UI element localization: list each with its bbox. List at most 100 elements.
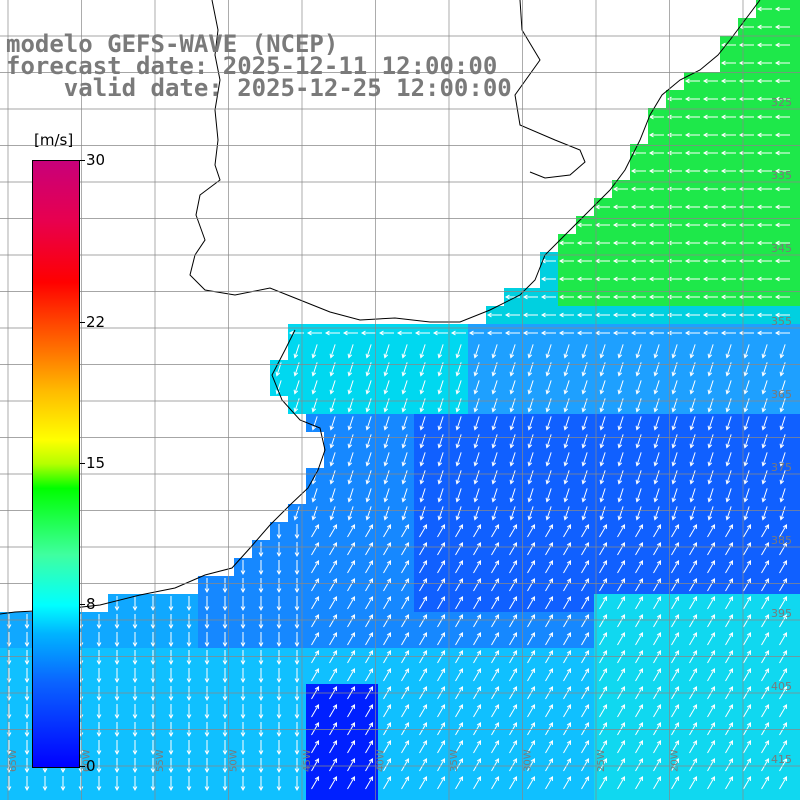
wind-arrow <box>329 614 337 628</box>
wind-arrow-head <box>653 371 659 377</box>
wind-arrow-head <box>440 722 446 727</box>
wind-arrow <box>779 524 787 538</box>
wind-arrow <box>726 398 732 412</box>
wind-arrow <box>473 560 481 574</box>
wind-arrow-head <box>774 114 780 120</box>
wind-arrow <box>347 722 355 736</box>
wind-arrow-head <box>329 479 335 485</box>
wind-arrow <box>743 776 751 790</box>
wind-arrow-head <box>386 578 392 583</box>
wind-arrow-head <box>486 312 492 318</box>
wind-cell <box>792 72 800 90</box>
wind-arrow-head <box>689 515 695 521</box>
wind-arrow-head <box>710 758 716 763</box>
wind-arrow-head <box>702 312 708 318</box>
wind-arrow-head <box>782 686 788 691</box>
wind-arrow-head <box>96 750 102 756</box>
wind-arrow-head <box>365 443 371 449</box>
wind-arrow-head <box>293 407 299 413</box>
wind-arrow <box>582 506 588 520</box>
wind-arrow-head <box>576 276 582 282</box>
wind-cell <box>684 792 702 800</box>
bottom-axis-label: 65W <box>8 749 19 772</box>
wind-arrow <box>491 560 499 574</box>
wind-cell <box>792 594 800 612</box>
wind-arrow-head <box>440 542 446 547</box>
wind-arrow <box>635 632 643 646</box>
right-axis-label: 355 <box>771 315 792 328</box>
wind-arrow <box>473 758 481 772</box>
wind-arrow-head <box>314 668 320 673</box>
wind-cell <box>792 180 800 198</box>
wind-arrow-head <box>350 740 356 745</box>
wind-cell <box>774 792 792 800</box>
wind-arrow-head <box>114 606 120 612</box>
wind-arrow <box>329 596 337 610</box>
wind-cell <box>198 792 216 800</box>
wind-arrow <box>329 578 337 592</box>
wind-cell <box>792 18 800 36</box>
wind-arrow <box>492 416 498 430</box>
wind-arrow <box>545 722 553 736</box>
wind-arrow <box>329 722 337 736</box>
wind-arrow <box>708 506 714 520</box>
right-axis-label: 365 <box>771 388 792 401</box>
wind-arrow-head <box>635 461 641 467</box>
wind-arrow-head <box>743 389 749 395</box>
wind-arrow <box>365 614 373 628</box>
wind-arrow <box>510 434 516 448</box>
wind-arrow-head <box>638 542 644 547</box>
wind-arrow-head <box>674 668 680 673</box>
wind-arrow <box>419 524 427 538</box>
wind-arrow <box>491 668 499 682</box>
wind-cell <box>792 450 800 468</box>
wind-arrow <box>311 578 319 592</box>
wind-arrow <box>383 596 391 610</box>
wind-arrow-head <box>350 758 356 763</box>
wind-arrow <box>581 596 589 610</box>
wind-arrow-head <box>530 686 536 691</box>
wind-arrow-head <box>764 614 770 619</box>
wind-cell <box>792 234 800 252</box>
wind-arrow-head <box>150 750 156 756</box>
wind-arrow <box>492 380 498 394</box>
wind-arrow-head <box>258 570 264 576</box>
wind-arrow-head <box>558 294 564 300</box>
wind-arrow-head <box>314 596 320 601</box>
wind-arrow <box>545 668 553 682</box>
wind-arrow-head <box>674 542 680 547</box>
wind-arrow <box>761 560 769 574</box>
wind-arrow-head <box>774 258 780 264</box>
wind-arrow <box>725 542 733 556</box>
wind-arrow-head <box>455 353 461 359</box>
wind-arrow-head <box>150 678 156 684</box>
wind-cell <box>792 216 800 234</box>
wind-cell <box>792 648 800 666</box>
wind-arrow-head <box>581 497 587 503</box>
wind-arrow <box>509 560 517 574</box>
wind-arrow <box>636 380 642 394</box>
wind-arrow-head <box>674 704 680 709</box>
wind-arrow-head <box>689 425 695 431</box>
wind-cell <box>126 792 144 800</box>
wind-arrow-head <box>386 740 392 745</box>
wind-arrow <box>618 488 624 502</box>
wind-arrow <box>707 722 715 736</box>
bottom-axis-label: 55W <box>155 749 166 772</box>
wind-arrow <box>726 470 732 484</box>
wind-arrow-head <box>602 776 608 781</box>
wind-arrow <box>329 740 337 754</box>
wind-arrow <box>744 506 750 520</box>
wind-arrow-head <box>599 515 605 521</box>
wind-cell <box>792 666 800 684</box>
wind-arrow <box>330 380 336 394</box>
wind-arrow-head <box>440 686 446 691</box>
wind-cell <box>288 792 306 800</box>
wind-arrow-head <box>311 497 317 503</box>
wind-arrow-head <box>401 407 407 413</box>
wind-arrow <box>653 668 661 682</box>
wind-arrow-head <box>458 632 464 637</box>
wind-arrow-head <box>332 596 338 601</box>
wind-arrow-head <box>635 407 641 413</box>
wind-arrow <box>636 488 642 502</box>
